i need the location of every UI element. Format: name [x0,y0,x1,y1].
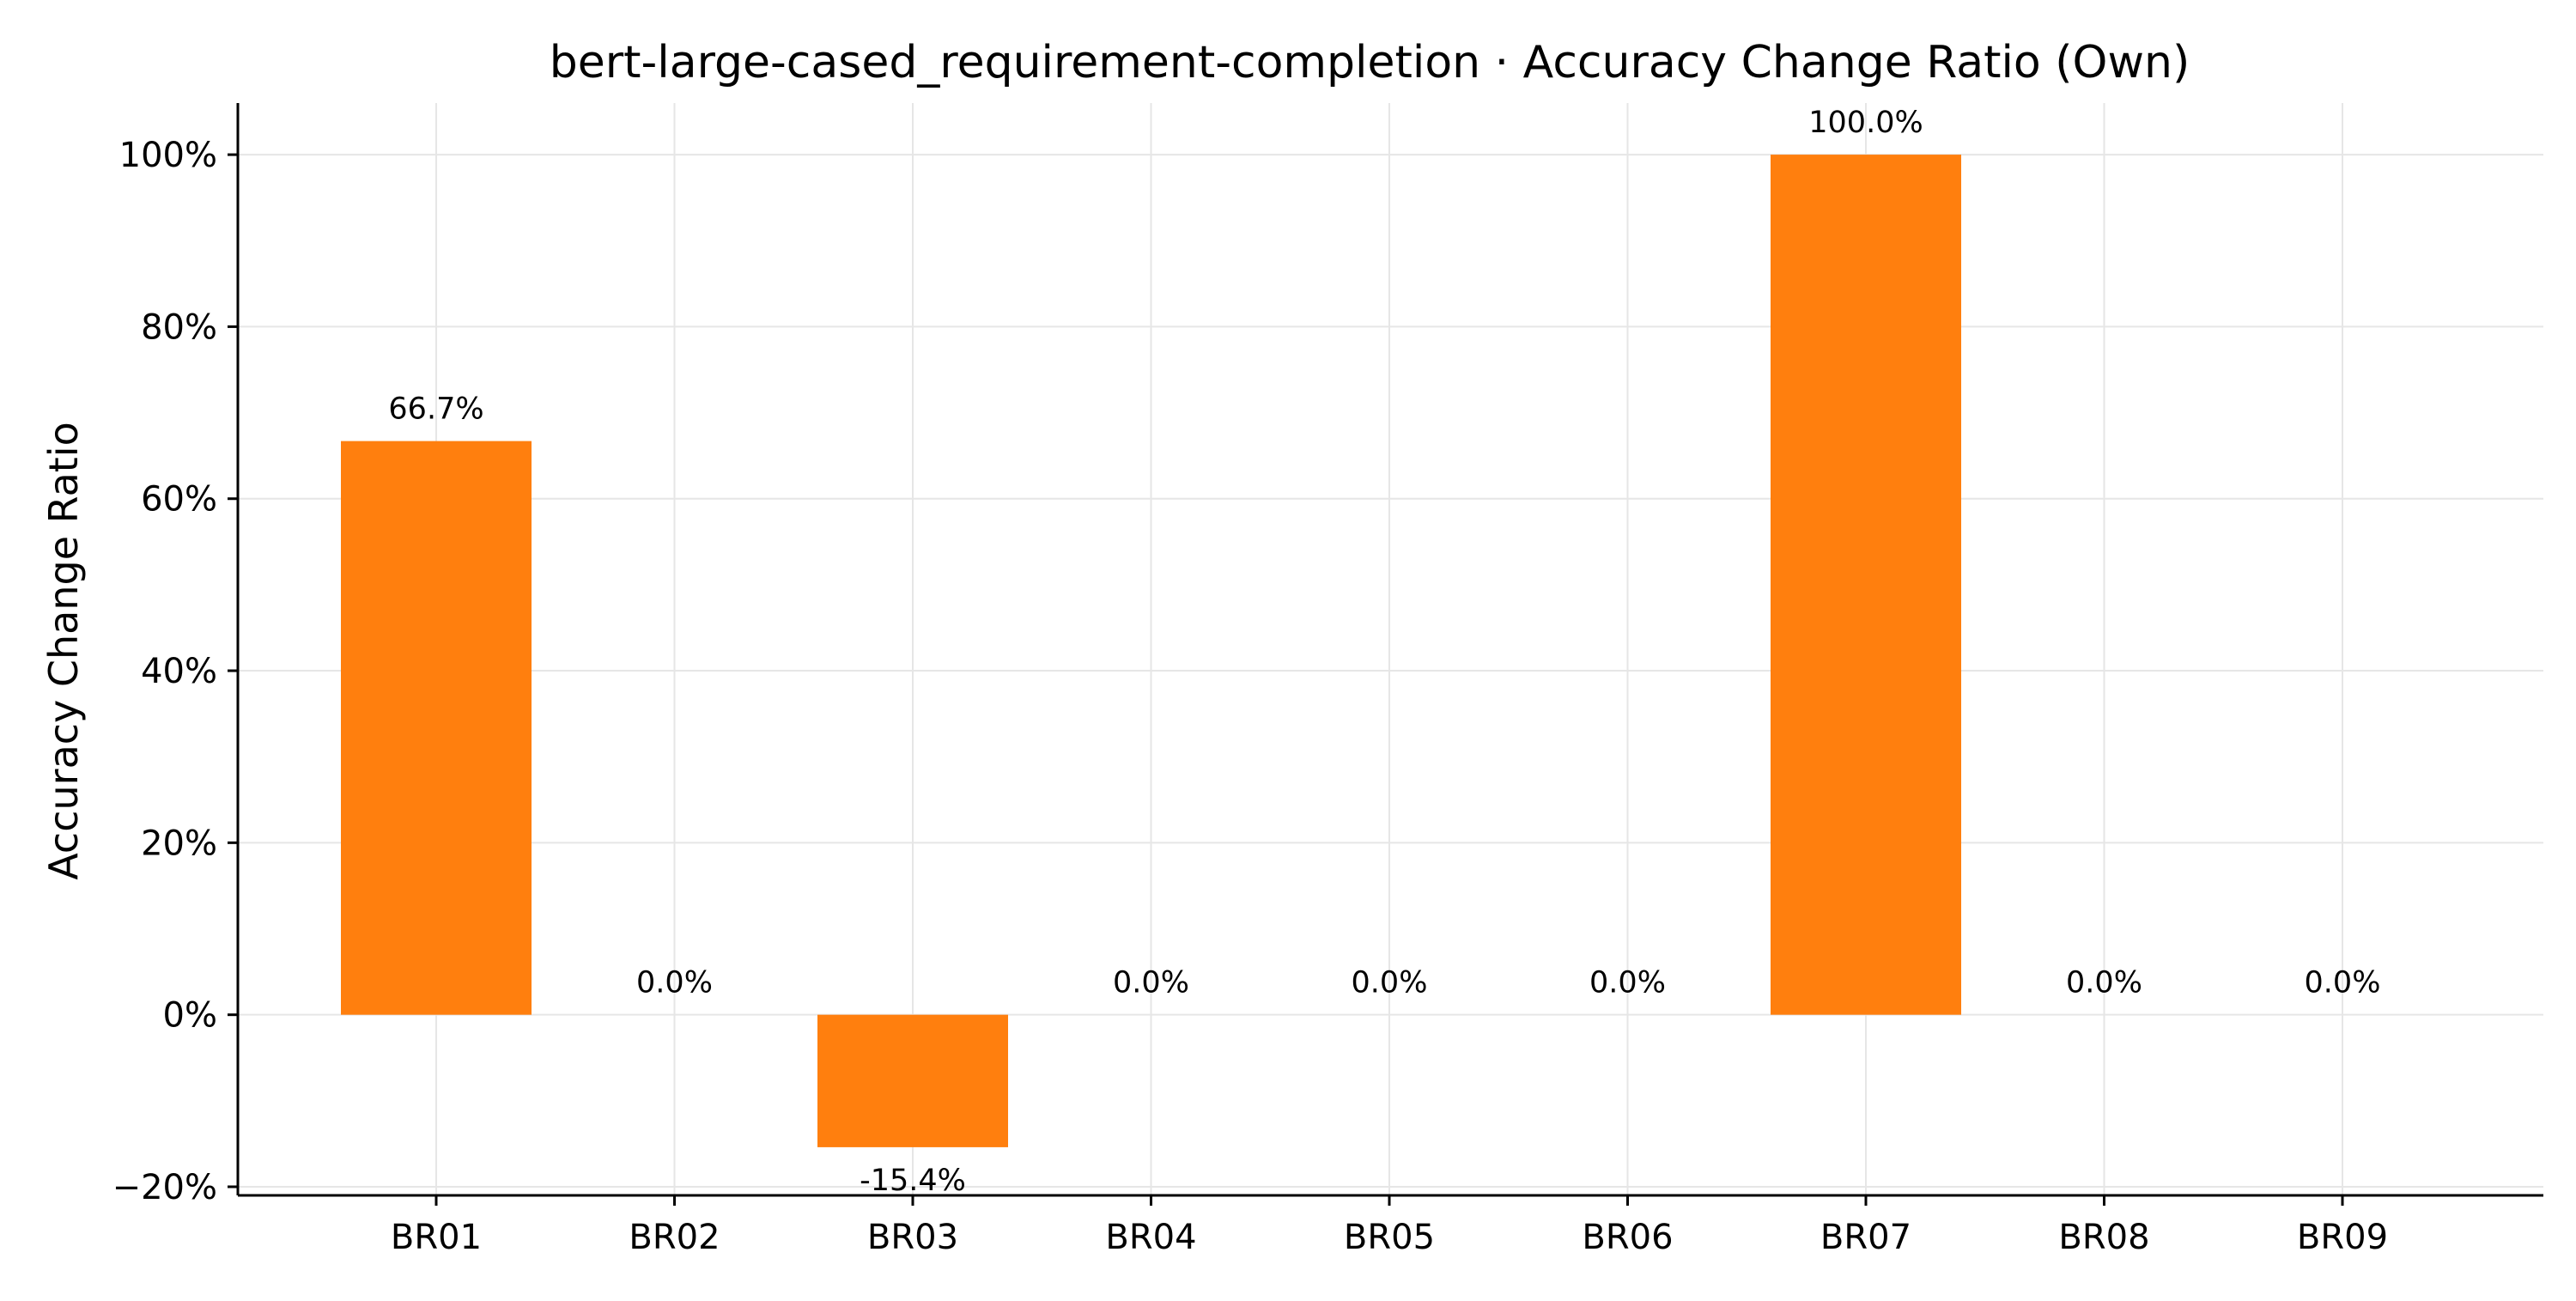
data-label: -15.4% [860,1164,966,1198]
y-tick-label: 20% [141,824,217,863]
x-tick-label: BR04 [1105,1218,1196,1257]
data-labels: 66.7% 0.0% -15.4% 0.0% 0.0% 0.0% 100.0% 0.0% 0.0… [388,106,2380,1198]
y-tick-label: 0% [163,996,217,1036]
x-tick-label: BR09 [2297,1218,2388,1257]
x-tick-label: BR06 [1582,1218,1673,1257]
data-label: 100.0% [1808,106,1923,140]
data-label: 0.0% [1352,966,1428,1000]
x-tick-label: BR05 [1344,1218,1435,1257]
bar-br07 [1771,155,1961,1015]
x-tick-label: BR08 [2058,1218,2149,1257]
bar-br03 [817,1014,1008,1147]
data-label: 0.0% [1113,966,1189,1000]
y-tick-label: 80% [141,307,217,347]
chart-title: bert-large-cased_requirement-completion … [550,37,2190,88]
y-axis-label: Accuracy Change Ratio [40,422,87,879]
data-label: 0.0% [1589,966,1666,1000]
data-label: 0.0% [2305,966,2381,1000]
axes: −20% 0% 20% 40% 60% 80% 100% BR01 BR02 BR03 BR04 BR… [112,103,2543,1257]
x-tick-label: BR03 [867,1218,958,1257]
x-tick-label: BR02 [629,1218,720,1257]
data-label: 0.0% [636,966,713,1000]
data-label: 0.0% [2066,966,2142,1000]
data-label: 66.7% [388,392,483,427]
y-tick-label: −20% [112,1168,217,1207]
y-tick-label: 40% [141,652,217,691]
x-tick-label: BR07 [1820,1218,1911,1257]
bars [341,155,1961,1147]
y-tick-label: 100% [119,136,217,175]
x-tick-label: BR01 [391,1218,482,1257]
y-tick-label: 60% [141,480,217,520]
bar-br01 [341,441,532,1015]
grid [238,103,2543,1195]
